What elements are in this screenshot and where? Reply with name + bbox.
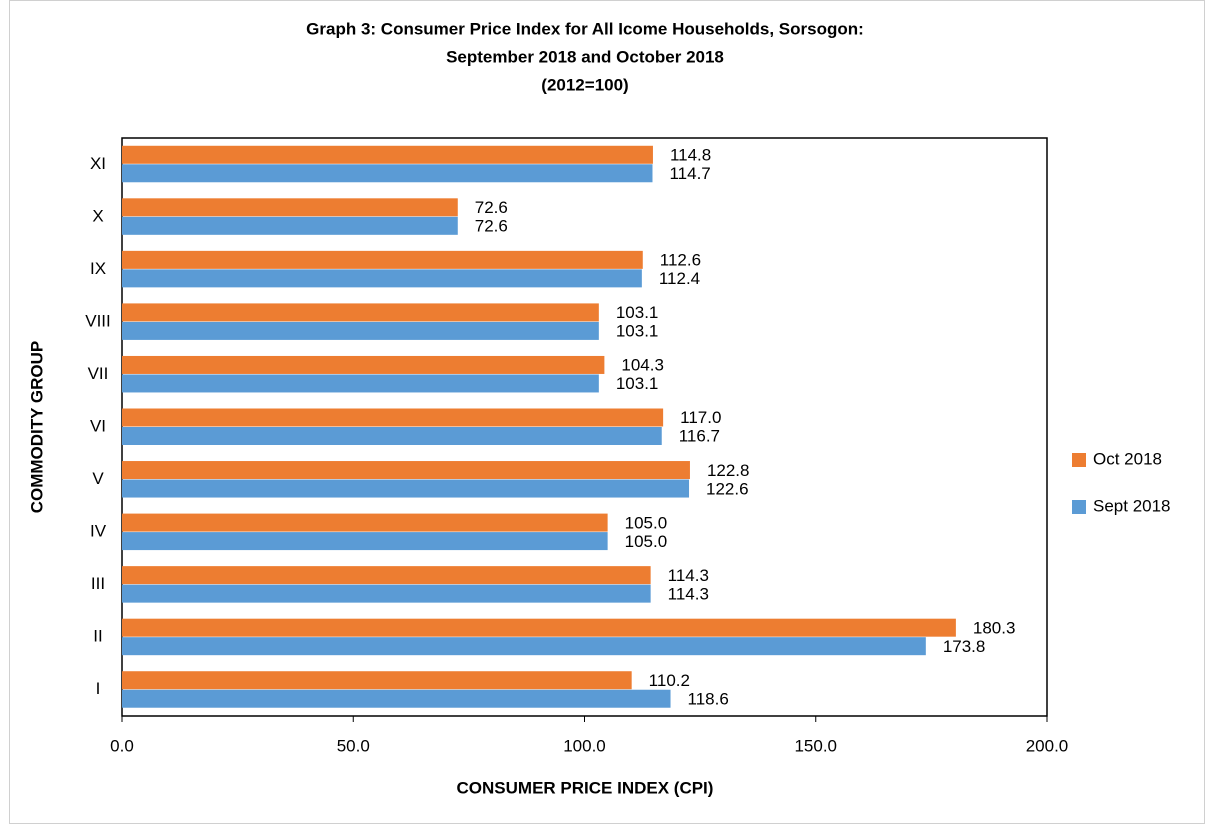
- y-tick-label: VIII: [85, 311, 111, 330]
- bar: [122, 479, 690, 498]
- legend-swatch: [1072, 500, 1086, 514]
- y-tick-label: XI: [90, 154, 106, 173]
- y-tick-label: VII: [88, 364, 109, 383]
- bar: [122, 321, 599, 340]
- bar: [122, 374, 599, 393]
- bar: [122, 584, 651, 603]
- y-tick-label: IX: [90, 259, 106, 278]
- data-label: 110.2: [649, 671, 690, 690]
- x-tick-label: 50.0: [337, 736, 370, 755]
- chart-title: (2012=100): [541, 75, 628, 94]
- legend-label: Sept 2018: [1093, 496, 1171, 515]
- legend-label: Oct 2018: [1093, 449, 1162, 468]
- data-label: 117.0: [680, 408, 721, 427]
- data-label: 114.7: [669, 164, 710, 183]
- x-tick-label: 200.0: [1026, 736, 1069, 755]
- bar: [122, 198, 458, 217]
- legend-swatch: [1072, 453, 1086, 467]
- data-label: 105.0: [625, 532, 668, 551]
- bar: [122, 303, 599, 322]
- data-label: 72.6: [475, 198, 508, 217]
- data-label: 112.4: [659, 269, 700, 288]
- bar: [122, 216, 458, 235]
- bar: [122, 355, 605, 374]
- bar: [122, 532, 608, 551]
- data-label: 122.8: [707, 461, 750, 480]
- bar: [122, 618, 956, 637]
- data-label: 105.0: [625, 513, 668, 532]
- bar: [122, 461, 690, 480]
- chart-title: Graph 3: Consumer Price Index for All Ic…: [306, 19, 864, 38]
- data-label: 112.6: [660, 251, 701, 270]
- chart-title: September 2018 and October 2018: [446, 47, 724, 66]
- data-label: 116.7: [679, 427, 720, 446]
- bar: [122, 164, 653, 183]
- bar: [122, 250, 643, 269]
- data-label: 114.3: [668, 566, 709, 585]
- bar: [122, 513, 608, 532]
- bar: [122, 427, 662, 445]
- bar: [122, 689, 671, 708]
- data-label: 114.3: [668, 584, 709, 603]
- data-label: 173.8: [943, 637, 986, 656]
- data-label: 122.6: [706, 479, 749, 498]
- bar: [122, 671, 632, 690]
- data-label: 118.6: [688, 689, 729, 708]
- data-label: 103.1: [616, 303, 659, 322]
- data-label: 103.1: [616, 322, 659, 341]
- bar: [122, 269, 642, 288]
- data-label: 114.8: [670, 146, 711, 165]
- y-tick-label: X: [92, 206, 103, 225]
- bar: [122, 566, 651, 585]
- x-tick-label: 100.0: [563, 736, 606, 755]
- y-tick-label: V: [92, 469, 104, 488]
- y-axis-label: COMMODITY GROUP: [27, 341, 46, 514]
- bar: [122, 408, 664, 427]
- data-label: 72.6: [475, 217, 508, 236]
- x-tick-label: 0.0: [110, 736, 134, 755]
- y-tick-label: VI: [90, 416, 106, 435]
- data-label: 104.3: [621, 356, 664, 375]
- data-label: 103.1: [616, 374, 659, 393]
- y-tick-label: III: [91, 574, 105, 593]
- y-tick-label: II: [93, 627, 102, 646]
- data-label: 180.3: [973, 618, 1016, 637]
- x-axis-label: CONSUMER PRICE INDEX (CPI): [457, 778, 714, 797]
- bar: [122, 637, 926, 656]
- x-tick-label: 150.0: [794, 736, 837, 755]
- bar: [122, 145, 653, 164]
- y-tick-label: IV: [90, 522, 107, 541]
- y-tick-label: I: [96, 679, 101, 698]
